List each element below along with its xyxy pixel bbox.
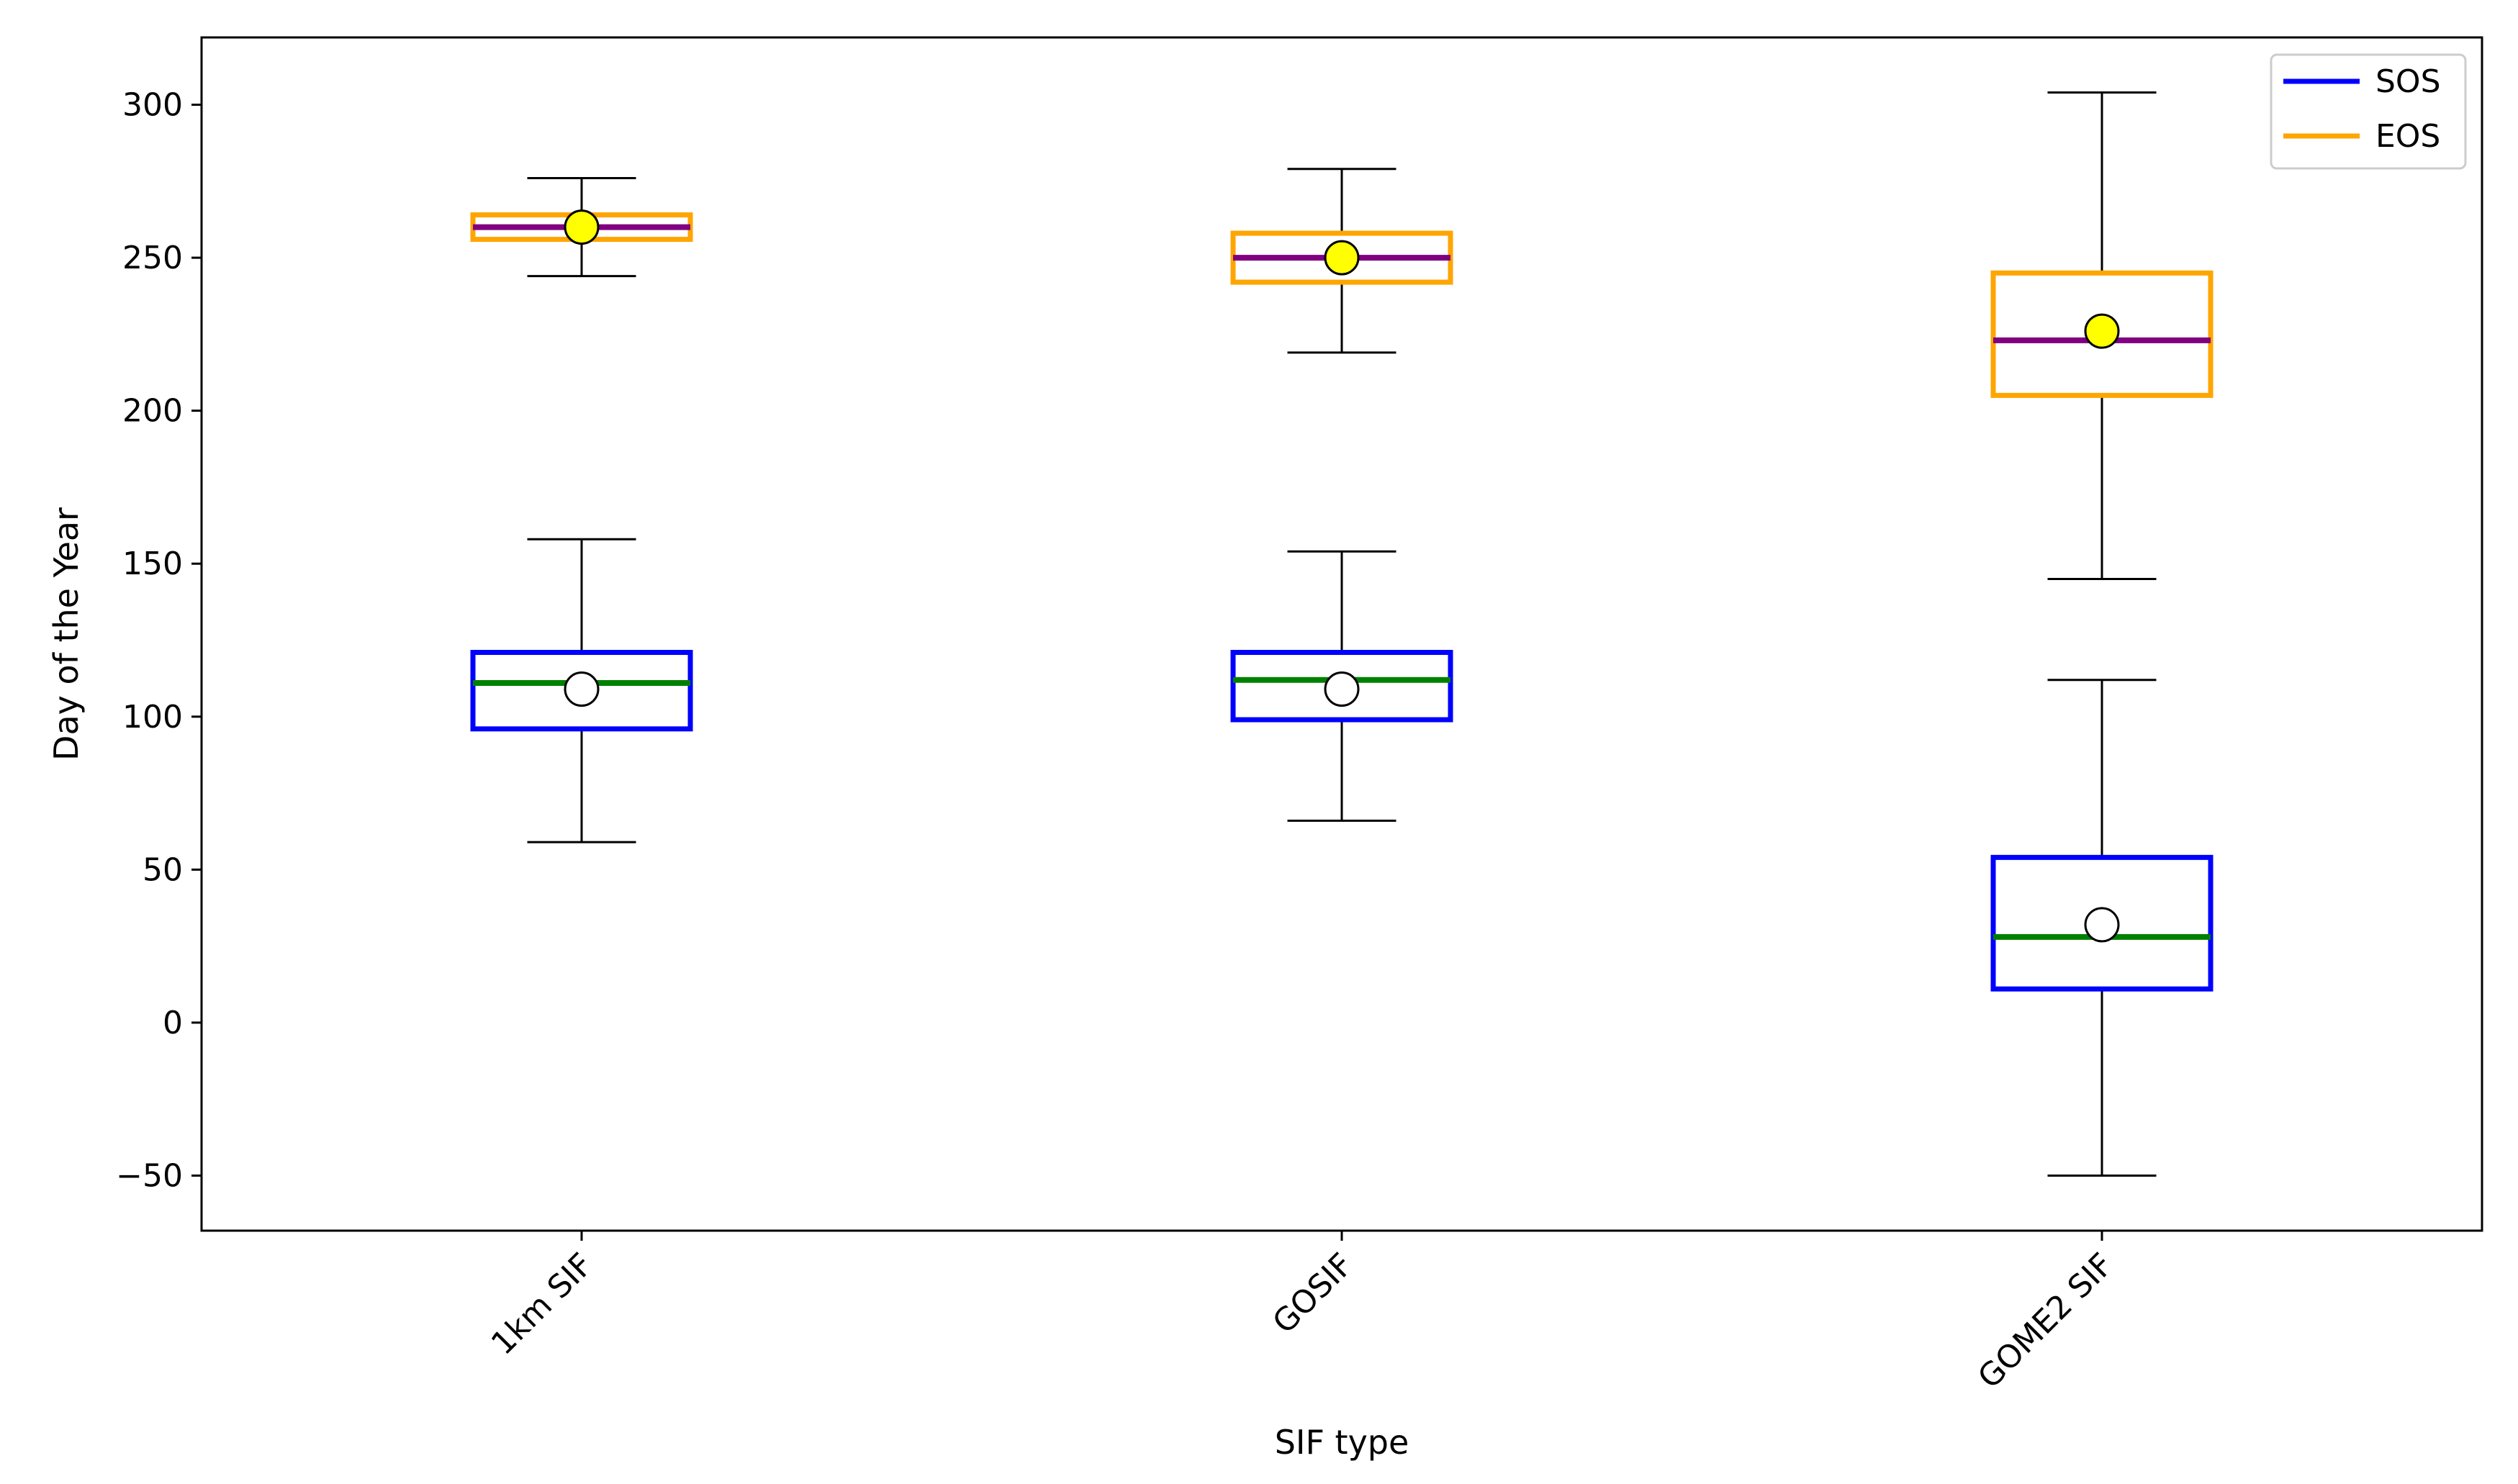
y-axis: −50 0 50 100 150 200 250 300 — [116, 87, 202, 1194]
legend: SOS EOS — [2270, 53, 2467, 170]
x-axis-label: SIF type — [1275, 1423, 1409, 1462]
y-axis-label: Day of the Year — [47, 507, 86, 761]
y-tick-label: −50 — [116, 1157, 183, 1194]
sos-mean-marker — [564, 671, 600, 707]
y-tick-label: 200 — [122, 393, 183, 430]
eos-mean-marker — [564, 209, 600, 245]
y-tick-label: 50 — [143, 851, 183, 888]
eos-mean-marker — [2084, 313, 2120, 349]
y-tick-label: 0 — [163, 1005, 183, 1041]
sos-box-group — [1230, 550, 1453, 822]
y-tick-label: 100 — [122, 699, 183, 736]
legend-eos-label: EOS — [2375, 118, 2440, 155]
y-tick-label: 250 — [122, 240, 183, 276]
y-tick-label: 300 — [122, 87, 183, 124]
eos-box-group — [1230, 168, 1453, 354]
sos-mean-marker — [2084, 907, 2120, 943]
legend-sos-label: SOS — [2375, 63, 2441, 100]
y-tick-label: 150 — [122, 546, 183, 582]
eos-box-group — [1990, 91, 2214, 580]
sos-box-group — [1990, 679, 2214, 1177]
eos-box-group — [470, 177, 693, 278]
eos-mean-marker — [1324, 240, 1360, 276]
plot-content — [470, 91, 2214, 1177]
sos-box-group — [470, 538, 693, 843]
sos-mean-marker — [1324, 671, 1360, 707]
